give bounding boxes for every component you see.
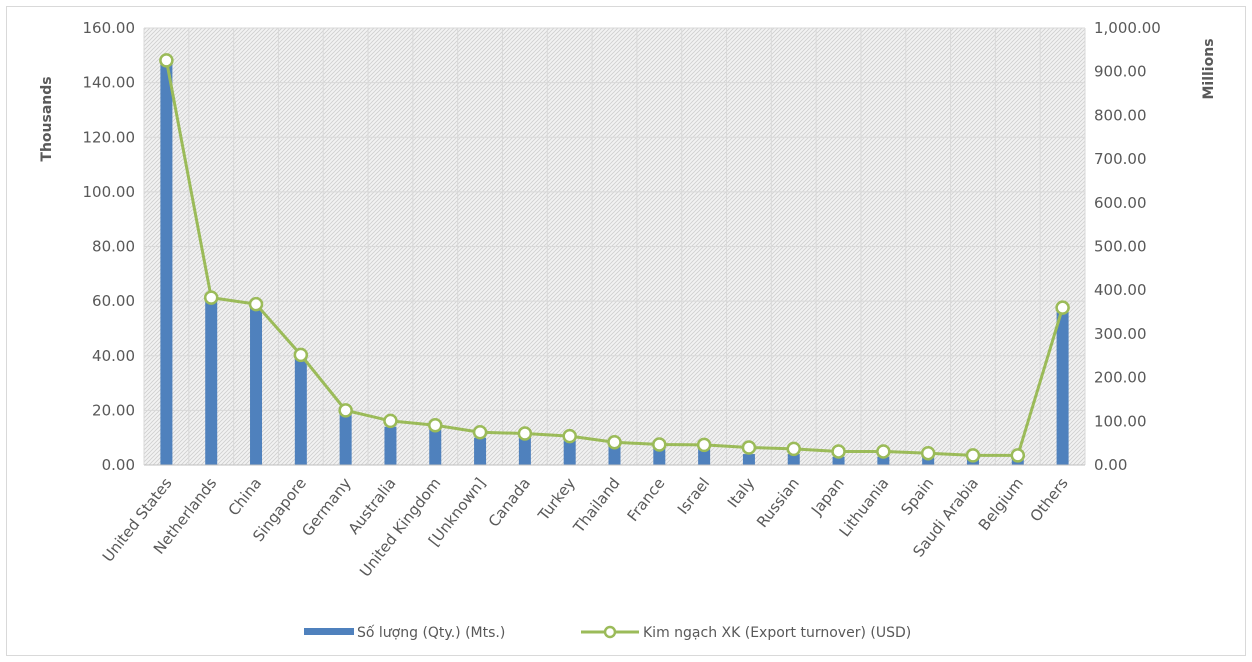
- line-point: [338, 403, 353, 418]
- bar: [518, 437, 531, 465]
- line-point: [517, 426, 533, 441]
- line-point: [1010, 448, 1026, 463]
- bar: [205, 298, 218, 465]
- bar: [653, 448, 666, 465]
- chart-svg: 0.00 20.00 40.00 60.00 80.00 100.00 120.00 140.…: [39, 19, 1217, 641]
- left-tick-label: 0.00: [102, 456, 135, 474]
- bar: [294, 358, 307, 465]
- line-point: [876, 444, 891, 459]
- right-axis: 0.00 100.00 200.00 300.00 400.00 500.00 600.00…: [1094, 19, 1161, 474]
- bar: [742, 454, 755, 465]
- line-point: [652, 437, 667, 452]
- line-point: [203, 290, 219, 305]
- left-axis: 0.00 20.00 40.00 60.00 80.00 100.00 120.00 140.…: [83, 19, 136, 474]
- right-tick-label: 100.00: [1094, 412, 1147, 430]
- right-tick-label: 600.00: [1094, 194, 1147, 212]
- right-tick-label: 900.00: [1094, 63, 1147, 81]
- bar: [339, 413, 352, 465]
- x-tick-label: Spain: [897, 474, 937, 518]
- right-tick-label: 800.00: [1094, 106, 1147, 124]
- x-tick-label: Italy: [724, 474, 758, 511]
- right-axis-label: Millions: [1201, 38, 1217, 99]
- line-point: [920, 445, 936, 461]
- right-tick-label: 1,000.00: [1094, 19, 1161, 37]
- x-tick-label: Turkey: [534, 474, 579, 524]
- left-tick-label: 140.00: [83, 74, 136, 92]
- legend-line-label: Kim ngạch XK (Export turnover) (USD): [643, 625, 911, 641]
- line-series: [159, 53, 1070, 463]
- line-point: [1055, 300, 1070, 315]
- bar-series: [160, 60, 1069, 466]
- line-point: [248, 296, 264, 312]
- line-point: [383, 413, 398, 429]
- x-tick-label: Thailand: [569, 474, 623, 537]
- line-point: [786, 441, 801, 457]
- bar: [922, 456, 935, 465]
- left-tick-label: 60.00: [92, 292, 135, 310]
- legend: Số lượng (Qty.) (Mts.) Kim ngạch XK (Exp…: [304, 624, 911, 641]
- bar: [698, 448, 711, 465]
- line-point: [428, 417, 443, 433]
- line-point: [696, 437, 712, 453]
- x-tick-label: Israel: [674, 474, 713, 517]
- line-point: [159, 53, 174, 68]
- left-axis-label: Thousands: [39, 76, 55, 161]
- right-tick-label: 200.00: [1094, 369, 1147, 387]
- x-tick-label: United Kingdom: [356, 474, 444, 580]
- line-point: [741, 440, 757, 455]
- bar: [1056, 312, 1069, 465]
- x-tick-label: Canada: [485, 474, 534, 530]
- bar: [160, 60, 173, 466]
- bar: [250, 306, 263, 465]
- bar: [563, 440, 576, 465]
- line-point: [562, 428, 577, 444]
- bar: [474, 437, 487, 465]
- legend-bar-swatch: [304, 628, 354, 635]
- x-tick-label: Others: [1027, 474, 1072, 525]
- right-tick-label: 300.00: [1094, 325, 1147, 343]
- right-tick-label: 400.00: [1094, 281, 1147, 299]
- right-tick-label: 700.00: [1094, 150, 1147, 168]
- line-point: [293, 347, 309, 363]
- left-tick-label: 40.00: [92, 347, 135, 365]
- left-tick-label: 100.00: [83, 183, 136, 201]
- x-tick-label: Russian: [753, 474, 803, 531]
- line-point: [472, 424, 488, 440]
- bar: [787, 454, 800, 465]
- left-tick-label: 120.00: [83, 128, 136, 146]
- left-tick-label: 160.00: [83, 19, 136, 37]
- line-point: [965, 448, 981, 463]
- left-tick-label: 80.00: [92, 238, 135, 256]
- right-tick-label: 500.00: [1094, 238, 1147, 256]
- bar: [429, 429, 442, 465]
- line-point: [831, 444, 846, 459]
- bar: [384, 426, 397, 465]
- x-tick-label: China: [225, 474, 266, 519]
- legend-bar-label: Số lượng (Qty.) (Mts.): [357, 624, 505, 641]
- x-tick-label: Japan: [807, 474, 848, 519]
- bar: [877, 456, 890, 465]
- bar: [608, 445, 621, 465]
- x-tick-label: France: [624, 474, 669, 524]
- right-tick-label: 0.00: [1094, 456, 1127, 474]
- bar: [832, 456, 845, 465]
- legend-line-marker: [603, 625, 617, 639]
- left-tick-label: 20.00: [92, 401, 135, 419]
- chart-frame: 0.00 20.00 40.00 60.00 80.00 100.00 120.00 140.…: [6, 6, 1246, 656]
- x-tick-label: Belgium: [975, 474, 1027, 534]
- line-point: [607, 435, 622, 450]
